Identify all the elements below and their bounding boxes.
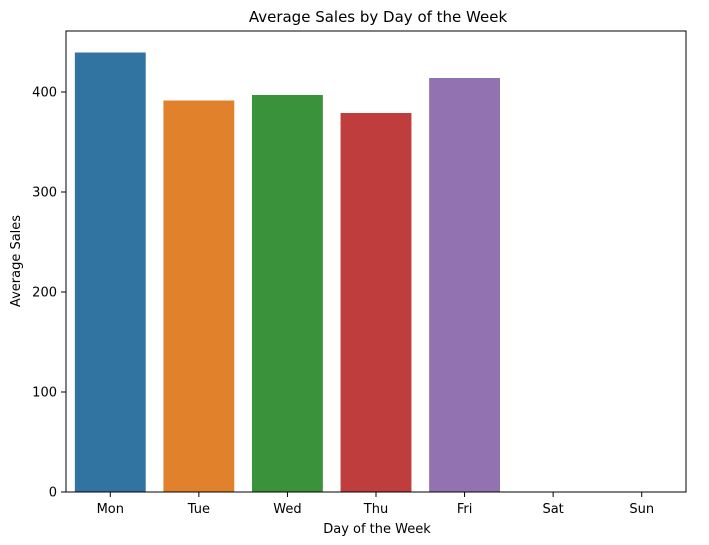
y-tick-label: 0 — [49, 486, 57, 501]
x-tick-label: Mon — [97, 502, 124, 517]
x-axis-label: Day of the Week — [323, 522, 431, 537]
x-axis-ticks: Mon Tue Wed Thu Fri Sat Sun — [97, 492, 654, 517]
y-axis-ticks: 0 100 200 300 400 — [32, 86, 66, 501]
plot-frame — [65, 30, 687, 493]
x-tick-label: Tue — [187, 502, 210, 517]
x-tick-label: Thu — [363, 502, 388, 517]
y-tick-label: 300 — [32, 186, 57, 201]
bar-wed — [252, 95, 323, 492]
bar-thu — [340, 113, 412, 492]
y-axis-label: Average Sales — [9, 215, 24, 307]
y-tick-label: 400 — [32, 86, 57, 101]
chart-title: Average Sales by Day of the Week — [249, 8, 508, 26]
x-tick-label: Sat — [542, 502, 563, 517]
y-tick-label: 200 — [32, 286, 57, 301]
bar-tue — [163, 100, 235, 492]
y-tick-label: 100 — [32, 386, 57, 401]
bars-group — [74, 52, 500, 492]
x-tick-label: Wed — [273, 502, 301, 517]
x-tick-label: Fri — [457, 502, 473, 517]
x-tick-label: Sun — [629, 502, 654, 517]
bar-fri — [429, 78, 500, 492]
bar-mon — [74, 52, 146, 492]
